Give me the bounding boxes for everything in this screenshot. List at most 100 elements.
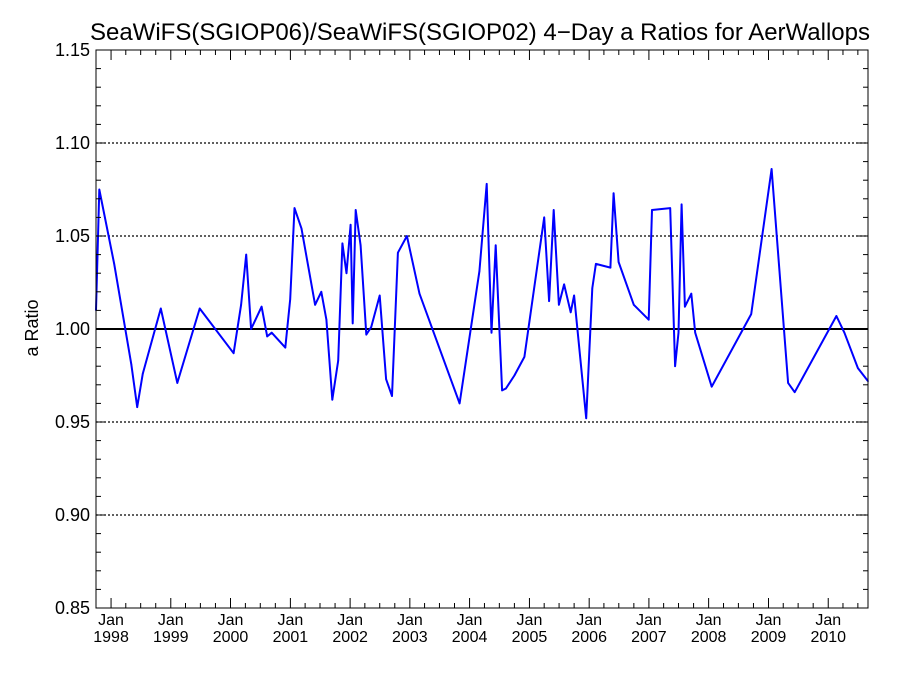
x-tick-label-month: Jan	[98, 612, 124, 629]
data-point	[677, 331, 680, 334]
x-tick-label-year: 2002	[332, 629, 368, 646]
data-point	[478, 270, 481, 273]
data-point	[505, 387, 507, 390]
data-point	[406, 235, 408, 237]
data-point	[141, 372, 144, 375]
data-point	[558, 304, 560, 306]
data-point	[651, 209, 653, 211]
data-point	[617, 261, 620, 263]
data-point	[359, 244, 362, 247]
data-point	[548, 300, 550, 302]
data-point	[378, 294, 381, 297]
data-point	[585, 417, 588, 420]
y-tick-label: 0.85	[55, 598, 90, 618]
data-point	[349, 224, 352, 226]
y-tick-label: 0.95	[55, 412, 90, 432]
data-point	[345, 272, 348, 275]
x-tick-label-month: Jan	[457, 612, 483, 629]
data-point	[835, 315, 838, 317]
x-tick-label-year: 2008	[691, 629, 727, 646]
data-point	[331, 398, 334, 401]
x-tick-label-year: 2005	[512, 629, 548, 646]
y-tick-label: 0.90	[55, 505, 90, 525]
data-point	[136, 406, 139, 408]
data-point	[513, 374, 516, 377]
x-tick-label-month: Jan	[218, 612, 244, 629]
data-point	[612, 192, 615, 195]
data-point	[397, 251, 399, 254]
data-point	[245, 253, 248, 256]
x-tick-label-month: Jan	[397, 612, 423, 629]
data-point	[232, 352, 235, 354]
data-point	[198, 307, 201, 310]
data-point	[750, 313, 752, 315]
data-point	[501, 389, 503, 392]
x-tick-label-year: 2001	[273, 629, 309, 646]
x-tick-label-year: 2006	[571, 629, 607, 646]
data-point	[260, 305, 263, 308]
data-point	[250, 328, 252, 330]
data-point	[130, 363, 133, 366]
data-point	[293, 207, 296, 209]
data-point	[337, 359, 339, 362]
x-tick-label-year: 2004	[452, 629, 488, 646]
data-point	[595, 263, 597, 265]
x-tick-label-month: Jan	[337, 612, 363, 629]
x-tick-label-month: Jan	[576, 612, 602, 629]
x-tick-label-month: Jan	[636, 612, 662, 629]
x-tick-label-year: 2009	[751, 629, 787, 646]
y-tick-label: 1.15	[55, 40, 90, 60]
data-point	[857, 367, 859, 369]
data-point	[351, 322, 354, 325]
data-point	[325, 318, 328, 321]
data-point	[770, 168, 773, 170]
data-point	[176, 382, 179, 384]
data-point	[365, 333, 368, 336]
x-tick-label-year: 2010	[810, 629, 846, 646]
data-point	[674, 365, 676, 368]
x-tick-labels: Jan1998Jan1999Jan2000Jan2001Jan2002Jan20…	[93, 612, 846, 646]
data-point	[573, 294, 575, 297]
data-point	[485, 183, 488, 185]
data-point	[418, 292, 421, 295]
data-point	[490, 331, 493, 334]
x-tick-label-year: 2003	[392, 629, 428, 646]
data-point	[300, 227, 303, 230]
data-point	[552, 209, 555, 211]
series-group	[95, 168, 869, 420]
data-point	[270, 331, 273, 334]
data-point	[633, 304, 635, 306]
data-point	[684, 305, 686, 308]
data-point	[680, 203, 683, 206]
data-point	[284, 346, 287, 349]
data-point	[569, 311, 572, 314]
chart-title: SeaWiFS(SGIOP06)/SeaWiFS(SGIOP02) 4−Day …	[90, 19, 870, 46]
x-tick-label-year: 1998	[93, 629, 129, 646]
data-point	[787, 382, 789, 384]
series-line	[95, 168, 869, 420]
x-tick-label-month: Jan	[517, 612, 543, 629]
data-point	[523, 356, 526, 358]
x-tick-label-year: 2000	[213, 629, 249, 646]
data-point	[543, 216, 545, 219]
data-point	[710, 385, 713, 388]
data-point	[385, 378, 387, 381]
data-point	[289, 298, 292, 301]
data-point	[341, 242, 344, 245]
x-tick-label-month: Jan	[158, 612, 184, 629]
data-point	[240, 304, 242, 306]
data-point	[609, 266, 612, 269]
data-point	[320, 291, 323, 293]
data-point	[391, 395, 393, 397]
y-axis-label: a Ratio	[22, 299, 42, 356]
x-tick-label-month: Jan	[815, 612, 841, 629]
y-tick-label: 1.05	[55, 226, 90, 246]
data-point	[494, 244, 497, 247]
x-tick-label-month: Jan	[756, 612, 782, 629]
x-tick-label-year: 2007	[631, 629, 667, 646]
x-tick-label-year: 1999	[153, 629, 189, 646]
data-point	[266, 335, 268, 338]
data-point	[370, 326, 373, 328]
data-point	[314, 304, 316, 306]
